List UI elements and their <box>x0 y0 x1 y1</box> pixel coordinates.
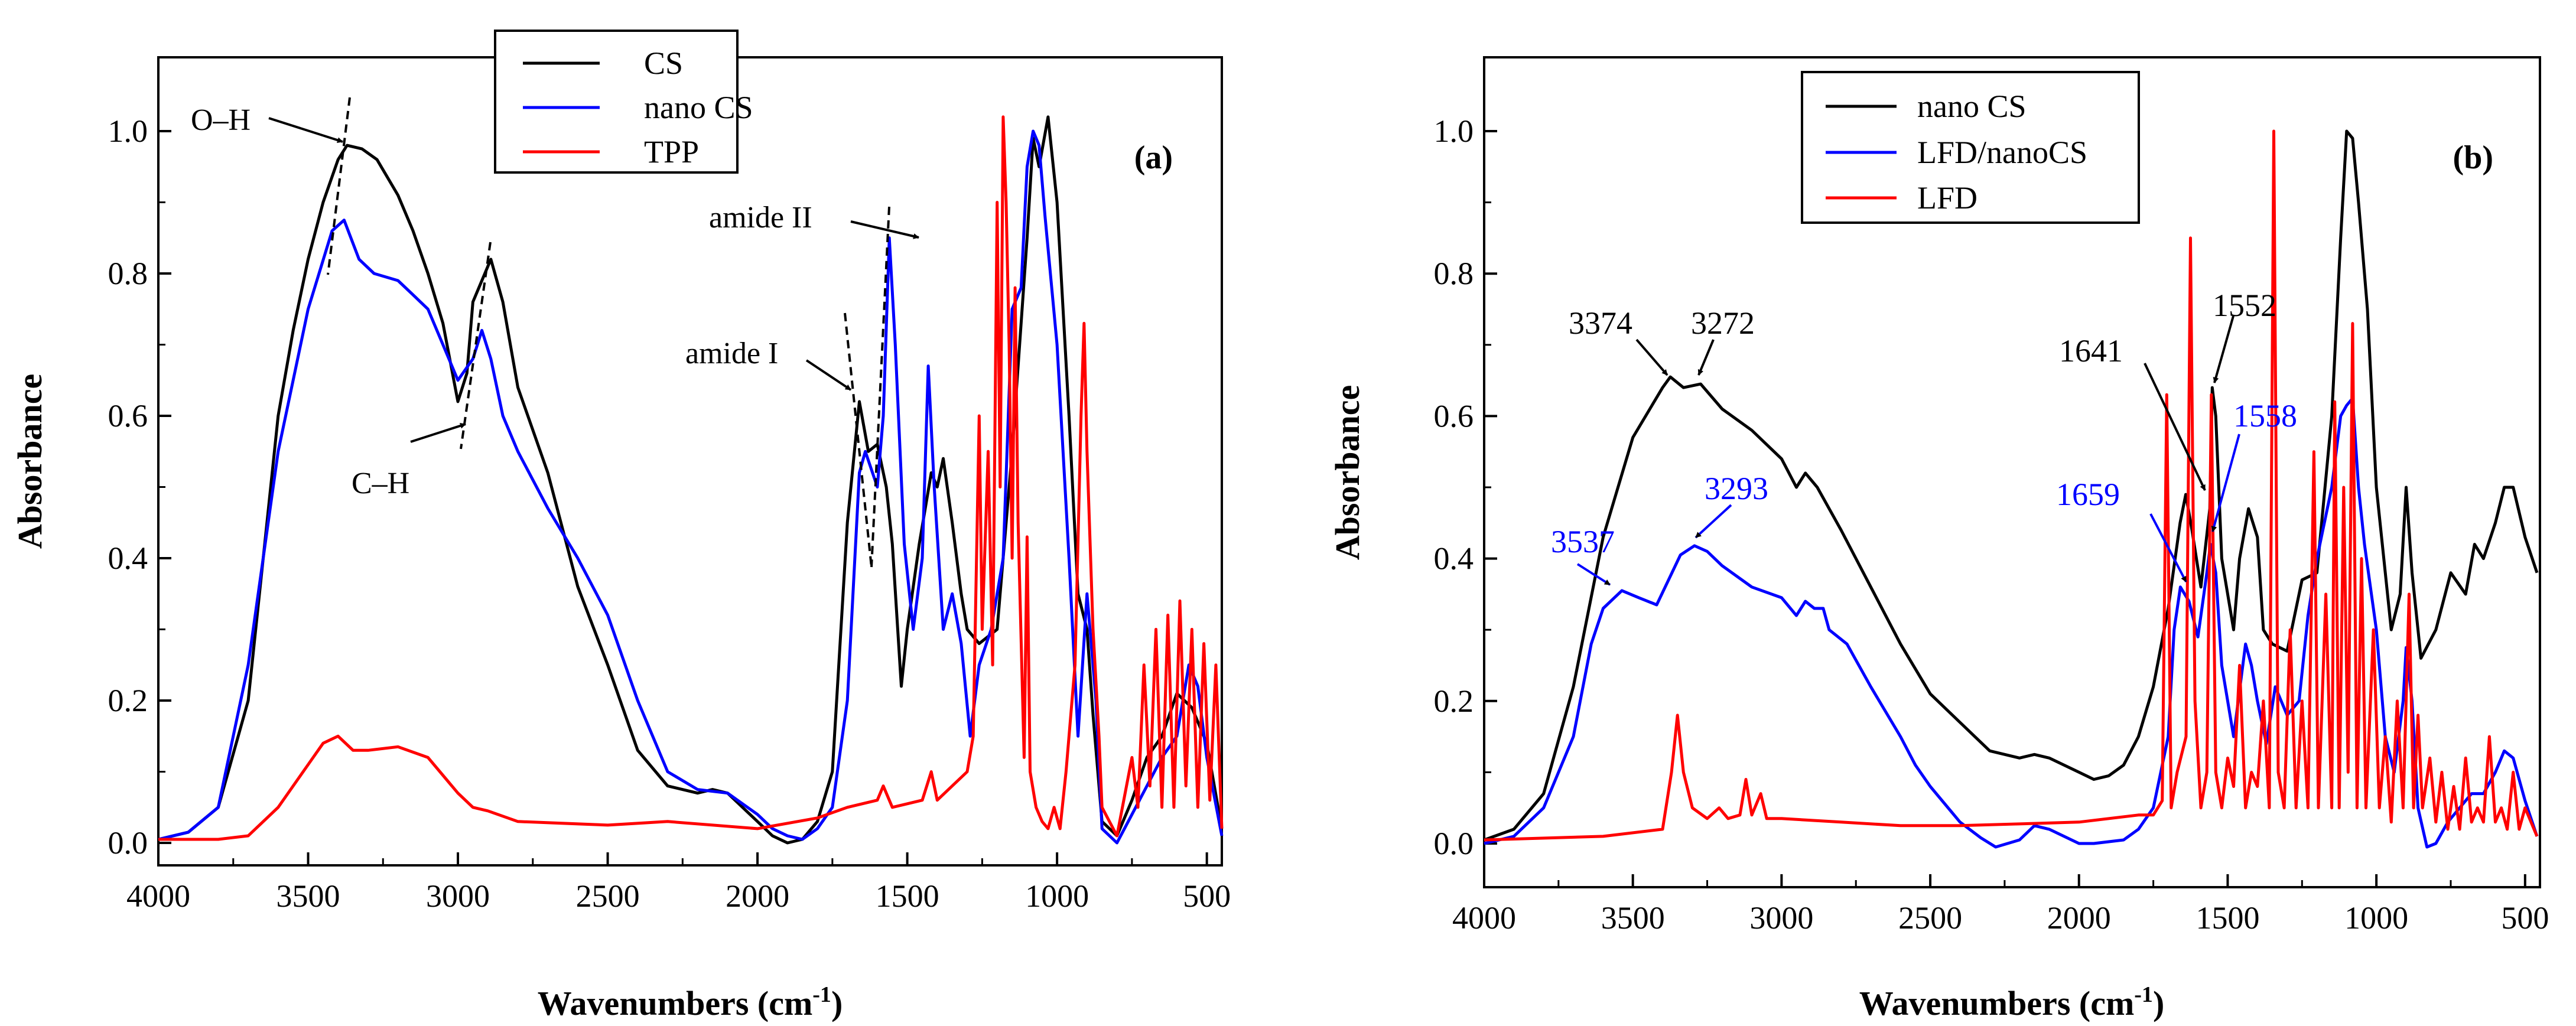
x-axis-label-exponent: -1 <box>812 982 831 1007</box>
y-tick-label: 0.2 <box>108 683 148 718</box>
annotation-1641: 1641 <box>2059 333 2123 369</box>
x-tick-label: 500 <box>1183 878 1231 914</box>
annotation-amide-ii: amide II <box>709 201 812 234</box>
panel-label: (b) <box>2453 139 2493 176</box>
y-tick-label: 0.6 <box>1434 398 1474 434</box>
amide1-arrow <box>805 359 852 391</box>
arrow-3537 <box>1576 563 1611 586</box>
x-tick-label: 1500 <box>876 878 939 914</box>
x-tick-label: 3000 <box>426 878 490 914</box>
amide1-dashed-guide <box>844 312 873 568</box>
x-tick-label: 3500 <box>1601 900 1665 936</box>
x-tick-label: 2000 <box>2047 900 2111 936</box>
x-ticks: 4000 3500 3000 2500 2000 1500 1000 500 <box>1452 874 2549 936</box>
annotation-amide-i: amide I <box>685 337 778 370</box>
y-axis-label: Absorbance <box>1328 385 1367 560</box>
x-axis-label: Wavenumbers (cm-1) <box>1859 982 2165 1022</box>
y-tick-label: 0.6 <box>108 398 148 434</box>
series-group <box>158 115 1224 845</box>
legend-label-tpp: TPP <box>644 134 699 170</box>
x-tick-label: 1000 <box>2344 900 2408 936</box>
x-tick-label: 3500 <box>277 878 340 914</box>
annotation-ch: C–H <box>352 467 409 500</box>
x-tick-label: 4000 <box>126 878 190 914</box>
x-axis-label: Wavenumbers (cm-1) <box>538 982 843 1022</box>
legend-label-nano-cs: nano CS <box>1917 89 2027 124</box>
x-axis-label-text: Wavenumbers (cm <box>1859 984 2135 1022</box>
arrow-1641 <box>2144 363 2206 491</box>
y-tick-label: 0.0 <box>108 825 148 861</box>
series-line-cs <box>158 115 1224 845</box>
amide2-dashed-guide <box>870 206 890 568</box>
panel-b: 4000 3500 3000 2500 2000 1500 1000 500 0.00.20.… <box>1328 56 2549 1022</box>
x-tick-label: 3000 <box>1749 900 1813 936</box>
series-line-nano-cs <box>158 129 1224 845</box>
legend: nano CS LFD/nanoCS LFD <box>1801 71 2140 224</box>
x-tick-label: 1500 <box>2196 900 2259 936</box>
y-tick-label: 1.0 <box>108 113 148 149</box>
legend-label-nano-cs: nano CS <box>644 90 753 125</box>
annotation-3272: 3272 <box>1691 305 1755 341</box>
series-line-nano-cs <box>1484 129 2539 842</box>
y-tick-label: 0.8 <box>1434 256 1474 291</box>
series-group <box>1484 129 2539 849</box>
annotation-oh: O–H <box>191 103 251 137</box>
x-axis-label-close: ) <box>831 984 843 1022</box>
annotation-1558: 1558 <box>2233 398 2297 434</box>
y-tick-label: 0.0 <box>1434 826 1474 861</box>
series-line-lfd-nanocs <box>1484 396 2539 849</box>
x-tick-label: 4000 <box>1452 900 1516 936</box>
annotation-1659: 1659 <box>2056 477 2120 512</box>
x-tick-label: 2000 <box>726 878 789 914</box>
oh-dashed-guide <box>327 97 351 275</box>
annotation-3293: 3293 <box>1705 471 1768 506</box>
amide2-arrow <box>850 220 919 239</box>
legend-label-lfd-nanocs: LFD/nanoCS <box>1917 135 2087 170</box>
x-tick-label: 500 <box>2501 900 2549 936</box>
y-ticks: 0.0 0.2 0.4 0.6 0.8 1.0 <box>108 113 171 861</box>
y-tick-label: 1.0 <box>1434 113 1474 149</box>
oh-arrow <box>268 117 343 144</box>
plot-frame <box>1483 56 2541 888</box>
x-tick-label: 1000 <box>1025 878 1089 914</box>
annotation-1552: 1552 <box>2213 288 2276 323</box>
arrow-3374 <box>1635 338 1668 376</box>
series-line-lfd <box>1484 129 2539 842</box>
y-tick-label: 0.8 <box>108 256 148 291</box>
x-axis-label-text: Wavenumbers (cm <box>538 984 813 1022</box>
y-tick-label: 0.2 <box>1434 683 1474 719</box>
x-tick-label: 2500 <box>576 878 640 914</box>
y-axis-label: Absorbance <box>11 374 49 549</box>
annotation-3537: 3537 <box>1551 524 1615 559</box>
legend-label-lfd: LFD <box>1917 180 1977 216</box>
legend-label-cs: CS <box>644 45 683 81</box>
arrow-3293 <box>1694 504 1732 539</box>
y-tick-label: 0.4 <box>1434 541 1474 576</box>
x-tick-label: 2500 <box>1898 900 1962 936</box>
panel-a: 4000 3500 3000 2500 2000 1500 1000 500 0.00.20.… <box>11 30 1231 1022</box>
arrow-3272 <box>1697 339 1715 376</box>
x-axis-label-close: ) <box>2153 984 2164 1022</box>
y-ticks: 0.0 0.2 0.4 0.6 0.8 1.0 <box>1434 113 1497 861</box>
annotation-3374: 3374 <box>1569 305 1632 341</box>
panel-label: (a) <box>1134 139 1173 176</box>
legend-box <box>494 30 739 174</box>
arrow-1659 <box>2149 513 2187 582</box>
arrow-1558 <box>2211 434 2240 532</box>
y-tick-label: 0.4 <box>108 540 148 576</box>
x-axis-label-exponent: -1 <box>2134 982 2153 1007</box>
series-line-tpp <box>158 115 1224 841</box>
arrow-1552 <box>2213 315 2235 383</box>
legend: CS nano CS TPP <box>494 30 753 174</box>
ch-arrow <box>410 423 466 443</box>
ch-dashed-guide <box>460 242 492 450</box>
x-ticks: 4000 3500 3000 2500 2000 1500 1000 500 <box>126 852 1231 914</box>
